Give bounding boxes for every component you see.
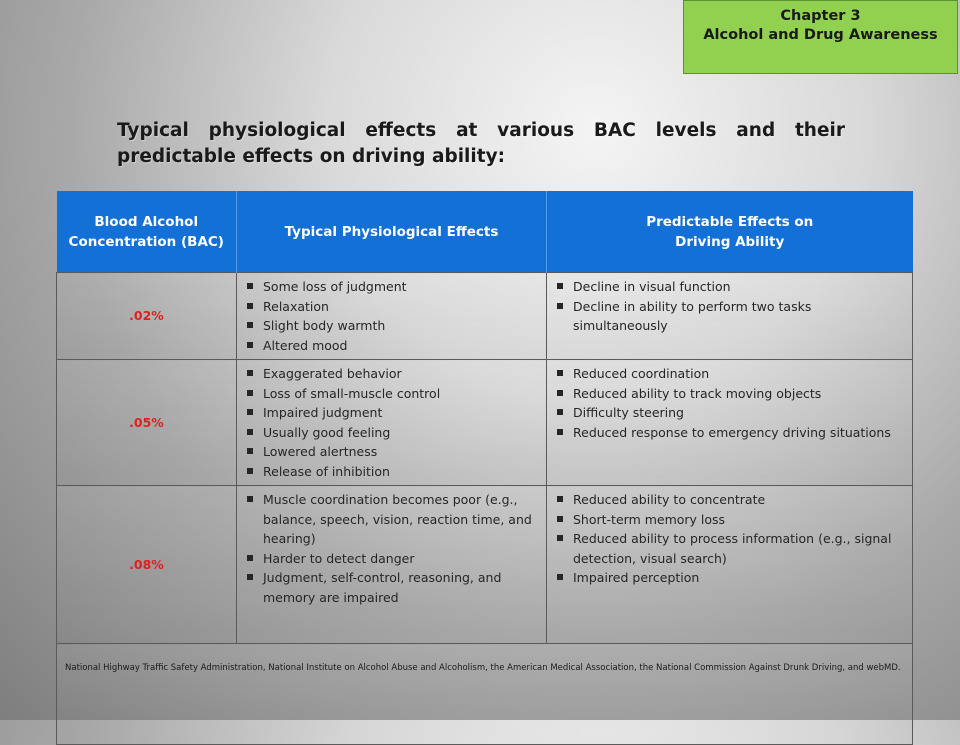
list-item: Reduced ability to concentrate xyxy=(553,490,904,510)
list-item: Difficulty steering xyxy=(553,403,904,423)
list-item: Impaired perception xyxy=(553,568,904,588)
list-item: Altered mood xyxy=(243,336,538,356)
physiological-effects-cell: Exaggerated behavior Loss of small-muscl… xyxy=(236,359,547,486)
list-item: Usually good feeling xyxy=(243,423,538,443)
list-item: Reduced coordination xyxy=(553,364,904,384)
driving-effects-list: Decline in visual function Decline in ab… xyxy=(547,273,912,340)
physiological-effects-cell: Some loss of judgment Relaxation Slight … xyxy=(236,272,547,360)
header-driving-line1: Predictable Effects on xyxy=(646,213,814,230)
table-row: .05% Exaggerated behavior Loss of small-… xyxy=(56,359,913,486)
list-item: Lowered alertness xyxy=(243,442,538,462)
driving-effects-list: Reduced ability to concentrate Short-ter… xyxy=(547,486,912,592)
list-item: Release of inhibition xyxy=(243,462,538,482)
header-bac-line2: Concentration (BAC) xyxy=(68,233,224,250)
list-item: Impaired judgment xyxy=(243,403,538,423)
list-item: Some loss of judgment xyxy=(243,277,538,297)
chapter-number: Chapter 3 xyxy=(780,8,861,24)
header-bac-line1: Blood Alcohol xyxy=(94,213,199,230)
bac-level-cell: .05% xyxy=(56,359,237,486)
list-item: Reduced ability to process information (… xyxy=(553,529,904,568)
header-driving: Predictable Effects on Driving Ability xyxy=(546,191,913,273)
driving-effects-cell: Reduced coordination Reduced ability to … xyxy=(546,359,913,486)
list-item: Reduced response to emergency driving si… xyxy=(553,423,904,443)
bac-effects-table: Blood Alcohol Concentration (BAC) Typica… xyxy=(56,191,913,745)
list-item: Short-term memory loss xyxy=(553,510,904,530)
list-item: Relaxation xyxy=(243,297,538,317)
driving-effects-cell: Reduced ability to concentrate Short-ter… xyxy=(546,485,913,644)
header-bac: Blood Alcohol Concentration (BAC) xyxy=(56,191,237,273)
physiological-effects-list: Some loss of judgment Relaxation Slight … xyxy=(237,273,546,359)
source-citation: National Highway Traffic Safety Administ… xyxy=(56,643,913,745)
header-driving-line2: Driving Ability xyxy=(675,233,785,250)
table-row: .02% Some loss of judgment Relaxation Sl… xyxy=(56,272,913,360)
chapter-label-box: Chapter 3 Alcohol and Drug Awareness xyxy=(683,0,958,74)
table-header-row: Blood Alcohol Concentration (BAC) Typica… xyxy=(56,191,913,273)
table-row: .08% Muscle coordination becomes poor (e… xyxy=(56,485,913,644)
source-row: National Highway Traffic Safety Administ… xyxy=(56,643,913,745)
slide-title: Typical physiological effects at various… xyxy=(117,120,845,167)
driving-effects-cell: Decline in visual function Decline in ab… xyxy=(546,272,913,360)
list-item: Harder to detect danger xyxy=(243,549,538,569)
list-item: Loss of small-muscle control xyxy=(243,384,538,404)
list-item: Exaggerated behavior xyxy=(243,364,538,384)
list-item: Decline in ability to perform two tasks … xyxy=(553,297,904,336)
physiological-effects-list: Muscle coordination becomes poor (e.g., … xyxy=(237,486,546,611)
driving-effects-list: Reduced coordination Reduced ability to … xyxy=(547,360,912,446)
chapter-title: Alcohol and Drug Awareness xyxy=(703,27,938,43)
bac-level-cell: .08% xyxy=(56,485,237,644)
physiological-effects-cell: Muscle coordination becomes poor (e.g., … xyxy=(236,485,547,644)
list-item: Decline in visual function xyxy=(553,277,904,297)
header-physiological: Typical Physiological Effects xyxy=(236,191,547,273)
list-item: Judgment, self-control, reasoning, and m… xyxy=(243,568,538,607)
physiological-effects-list: Exaggerated behavior Loss of small-muscl… xyxy=(237,360,546,485)
list-item: Muscle coordination becomes poor (e.g., … xyxy=(243,490,538,549)
list-item: Slight body warmth xyxy=(243,316,538,336)
bac-level-cell: .02% xyxy=(56,272,237,360)
list-item: Reduced ability to track moving objects xyxy=(553,384,904,404)
